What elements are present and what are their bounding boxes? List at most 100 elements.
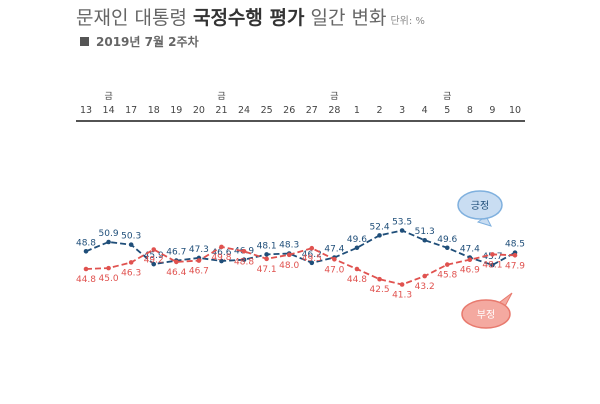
positive-data-label: 48.1 [257,241,277,251]
x-tick-label: 20 [193,105,205,116]
positive-data-label: 47.3 [189,245,209,255]
negative-point [422,273,427,279]
positive-point [241,257,247,263]
positive-data-label: 53.5 [392,218,412,228]
negative-data-label: 49.5 [302,254,322,264]
positive-data-label: 45.9 [144,251,164,261]
negative-point [467,257,473,263]
negative-data-label: 44.8 [76,275,96,285]
positive-data-label: 46.7 [166,248,186,258]
negative-point [174,259,179,265]
positive-data-label: 52.4 [370,222,390,232]
positive-point [128,242,134,247]
negative-point [354,266,360,272]
positive-point [377,233,382,238]
positive-data-label: 50.3 [121,232,141,242]
x-tick-label: 8 [467,105,473,116]
positive-point [219,258,224,264]
positive-data-label: 47.4 [460,245,480,255]
positive-point [83,249,89,254]
chart-title: 문재인 대통령 국정수행 평가 일간 변화 [76,7,386,29]
x-tick-label: 13 [80,105,92,116]
negative-data-label: 48.0 [279,261,299,271]
x-tick-label: 24 [238,105,250,116]
negative-series-line [85,245,516,286]
negative-data-label: 48.1 [482,260,502,270]
unit-label: 단위: % [390,14,424,27]
positive-data-label: 48.3 [279,241,299,251]
positive-data-label: 45.7 [482,252,502,262]
x-tick-label: 18 [148,105,160,116]
positive-point [106,239,111,245]
x-tick-label: 10 [509,105,521,116]
x-tick-label: 25 [261,105,273,116]
negative-data-label: 48.8 [234,257,254,267]
x-tick-label: 1 [354,105,360,116]
negative-bubble [461,299,511,329]
positive-data-label: 47.4 [324,245,344,255]
negative-bubble-label: 부정 [477,309,495,321]
positive-data-label: 48.8 [76,238,96,248]
negative-data-label: 49.2 [144,256,164,266]
x-tick-label: 9 [489,105,495,116]
negative-point [332,256,337,262]
negative-point [128,260,134,265]
negative-data-label: 42.5 [370,285,390,295]
positive-bubble [457,190,503,220]
day-marker-label: 금 [217,91,225,102]
x-tick-label: 27 [306,105,318,116]
negative-data-label: 41.3 [392,291,412,301]
x-tick-label: 28 [328,105,340,116]
negative-point [399,282,405,287]
positive-point [309,260,315,266]
day-marker-label: 금 [104,91,112,102]
positive-bubble-label: 긍정 [471,200,489,212]
negative-data-label: 44.8 [347,275,367,285]
x-tick-label: 19 [170,105,182,116]
negative-point [106,265,111,271]
negative-data-label: 43.2 [415,282,435,292]
positive-data-label: 51.3 [415,227,435,237]
negative-data-label: 46.7 [189,267,209,277]
negative-data-label: 45.0 [99,274,119,284]
negative-point [286,252,292,258]
negative-data-label: 46.3 [121,268,141,278]
positive-data-label: 49.6 [437,235,457,245]
subtitle-square-icon [80,37,89,46]
day-marker-label: 금 [443,91,451,102]
positive-point [354,245,360,251]
negative-point [512,252,518,258]
negative-data-label: 47.1 [257,265,277,275]
positive-data-label: 46.2 [302,250,322,260]
negative-data-label: 47.9 [505,261,525,271]
negative-point [264,256,269,262]
negative-point [490,252,495,257]
x-tick-label: 21 [215,105,227,116]
negative-point [219,244,224,250]
x-tick-label: 14 [103,105,115,116]
positive-data-label: 46.6 [211,248,231,258]
negative-data-label: 46.4 [166,268,186,278]
negative-point [151,247,157,252]
positive-data-label: 48.5 [505,240,525,250]
x-tick-label: 4 [422,105,428,116]
subtitle: 2019년 7월 2주차 [96,34,199,49]
positive-point [151,261,157,267]
chart-title-regular: 문재인 대통령 [76,7,193,29]
negative-point [196,258,202,263]
negative-point [83,266,89,272]
positive-series-line [85,229,516,266]
positive-point [264,252,269,257]
x-tick-label: 3 [399,105,405,116]
positive-point [490,262,495,268]
negative-point [241,249,247,254]
x-tick-label: 26 [283,105,295,116]
x-tick-label: 17 [125,105,137,116]
chart-title-bold: 국정수행 평가 [193,7,305,29]
negative-data-label: 47.0 [324,265,344,275]
day-marker-label: 금 [330,91,338,102]
positive-point [399,228,405,233]
positive-point [444,245,450,251]
positive-point [422,237,427,243]
